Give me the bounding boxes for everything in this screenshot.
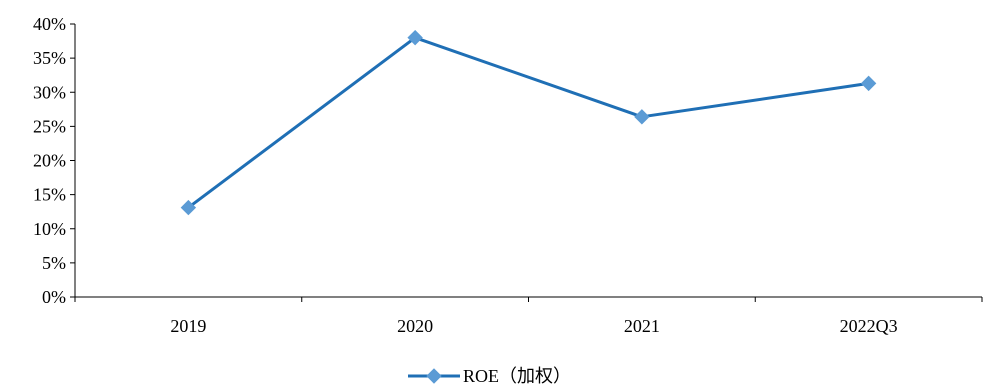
x-tick-label: 2022Q3 [840, 316, 898, 336]
y-tick-label: 10% [33, 219, 66, 239]
y-tick-label: 25% [33, 116, 66, 136]
x-ticks: 2019 2020 2021 2022Q3 [74, 297, 983, 336]
legend: ROE（加权） [408, 366, 571, 385]
axes: 0%5%10%15%20%25%30%35%40% 2019 2020 2021 20… [33, 14, 983, 336]
x-tick-label: 2020 [397, 316, 433, 336]
data-point-marker [634, 109, 650, 125]
y-ticks: 0% 5% 10% 15% 20% 25% 30% 35% 40% [33, 14, 75, 307]
y-tick-label: 5% [42, 253, 66, 273]
y-tick-label: 0% [42, 287, 66, 307]
y-tick-label: 20% [33, 151, 66, 171]
series-line [187, 36, 869, 209]
data-point-marker [860, 75, 877, 92]
y-tick-label: 35% [33, 48, 66, 68]
series-group [180, 29, 877, 216]
x-tick-label: 2021 [624, 316, 660, 336]
y-tick-label: 15% [33, 185, 66, 205]
data-point-marker [407, 29, 423, 46]
legend-diamond-marker [426, 368, 442, 384]
legend-label: ROE（加权） [463, 366, 571, 385]
data-point-marker [180, 199, 197, 216]
x-tick-label: 2019 [170, 316, 206, 336]
y-tick-label: 40% [33, 14, 66, 34]
y-tick-label: 30% [33, 82, 66, 102]
